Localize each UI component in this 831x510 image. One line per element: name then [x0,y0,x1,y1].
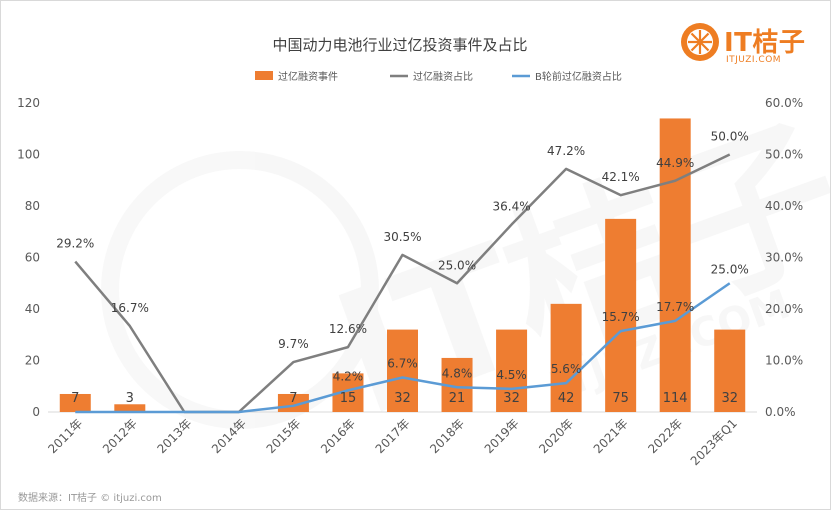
y-right-tick: 10.0% [765,354,803,368]
x-tick-label: 2011年 [45,416,85,456]
bar-label: 42 [558,391,575,406]
legend-label-1: 过亿融资事件 [278,70,338,83]
chart-title: 中国动力电池行业过亿投资事件及占比 [272,36,527,54]
y-left-tick: 60 [25,251,40,265]
x-tick-label: 2019年 [482,416,522,456]
line-label-2: 4.8% [442,366,473,380]
y-right-tick: 60.0% [765,96,803,110]
bar-label: 32 [503,391,520,406]
legend-swatch-1 [255,71,273,80]
bar-label: 114 [663,391,688,406]
source-note: 数据来源：IT桔子 © itjuzi.com [18,493,162,504]
bar [387,329,418,412]
bar [659,118,691,412]
x-tick-label: 2022年 [645,416,685,456]
bar [496,329,528,412]
bar [59,393,91,412]
bar [114,404,146,412]
y-left-tick: 80 [25,199,40,213]
brand-logo: IT桔子 ITJUZI.COM [680,22,820,70]
line-label-2: 15.7% [602,310,640,324]
x-tick-label: 2023年Q1 [688,416,740,468]
y-left-tick: 40 [25,302,40,316]
bar-label: 7 [71,391,79,406]
line-label-1: 36.4% [493,200,531,214]
line-label-1: 47.2% [547,144,585,158]
line-label-2: 25.0% [711,262,749,276]
x-tick-label: 2020年 [536,416,576,456]
line-label-2: 5.6% [551,362,582,376]
bar-label: 15 [340,391,357,406]
y-left-tick: 0 [32,405,40,419]
line-label-1: 25.0% [438,258,476,272]
brand-domain: ITJUZI.COM [726,55,782,65]
line-label-2: 17.7% [656,300,694,314]
y-right-tick: 50.0% [765,148,803,162]
x-tick-label: 2013年 [154,416,194,456]
line-label-1: 30.5% [383,230,421,244]
line-label-1: 44.9% [656,156,694,170]
bar [714,329,746,412]
line-label-2: 4.2% [333,369,364,383]
x-tick-label: 2016年 [318,416,358,456]
orange-slice-icon [681,23,719,61]
line-label-1: 50.0% [711,130,749,144]
bar [605,218,637,412]
line-label-1: 29.2% [56,237,94,251]
x-tick-label: 2012年 [100,416,140,456]
line-label-2: 4.5% [496,368,527,382]
line-label-1: 12.6% [329,322,367,336]
bar-label: 32 [394,391,411,406]
bar-label: 3 [126,391,134,406]
legend-label-3: B轮前过亿融资占比 [535,70,622,83]
line-label-2: 6.7% [387,356,418,370]
line-label-1: 9.7% [278,337,309,351]
bar [550,303,582,412]
y-right-tick: 40.0% [765,199,803,213]
y-left-tick: 20 [25,354,40,368]
y-right-tick: 30.0% [765,251,803,265]
line-label-1: 16.7% [111,301,149,315]
y-right-tick: 20.0% [765,302,803,316]
y-right-tick: 0.0% [765,405,796,419]
series-line-2 [75,282,731,414]
bar-label: 21 [449,391,466,406]
legend-label-2: 过亿融资占比 [413,70,473,83]
bar-label: 75 [612,391,629,406]
x-tick-label: 2021年 [591,416,631,456]
y-left-tick: 100 [17,148,40,162]
bar-label: 7 [289,391,297,406]
brand-name: IT桔子 [724,28,806,58]
watermark-ring [101,151,379,429]
y-left-tick: 120 [17,96,40,110]
bar-label: 32 [721,391,738,406]
line-label-1: 42.1% [602,170,640,184]
